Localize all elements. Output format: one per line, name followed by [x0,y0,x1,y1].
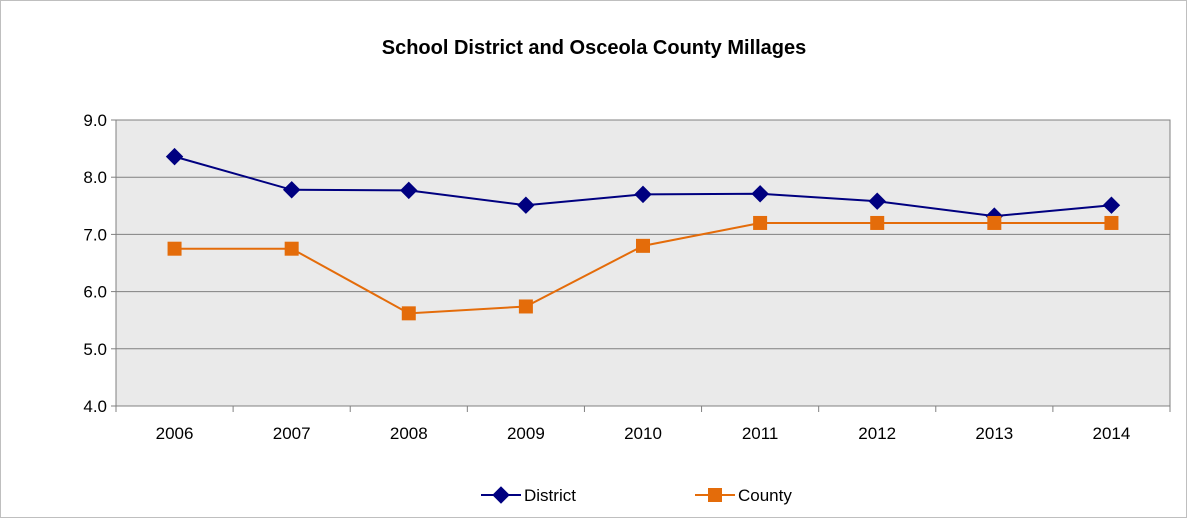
data-point-county [284,241,299,256]
chart-title: School District and Osceola County Milla… [382,37,807,59]
y-tick-label: 8.0 [83,168,107,187]
data-point-county [518,299,533,314]
x-tick-label: 2007 [273,424,311,443]
y-tick-label: 5.0 [83,340,107,359]
data-point-county [636,238,650,253]
x-tick-label: 2013 [975,424,1013,443]
grid-lines [116,176,1170,350]
legend-label: County [738,486,792,505]
y-tick-label: 6.0 [83,283,107,302]
legend-marker [708,488,722,502]
legend: District County [481,486,792,505]
legend-label: District [524,486,576,505]
data-point-district [1102,196,1121,214]
y-tick-label: 4.0 [83,397,107,416]
x-tick-label: 2006 [156,424,194,443]
data-point-district [282,181,301,199]
x-tick-label: 2014 [1093,424,1131,443]
data-point-county [167,241,182,256]
data-point-district [517,196,535,214]
plot-area [115,119,1171,407]
series-layer [165,147,1121,321]
x-tick-label: 2011 [742,424,779,443]
x-tick-label: 2012 [858,424,896,443]
data-point-county [870,215,885,230]
data-point-county [401,306,416,321]
y-tick-label: 7.0 [83,225,107,244]
data-point-district [634,185,652,204]
data-point-district [751,185,769,203]
series-county [167,215,1119,321]
data-point-county [1104,215,1119,230]
data-point-district [165,147,184,166]
legend-marker [492,486,510,504]
legend-item-district: District [481,486,576,505]
legend-item-county: County [695,486,792,505]
x-tick-label: 2008 [390,424,428,443]
data-point-county [987,215,1002,230]
x-tick-label: 2010 [624,424,662,443]
data-point-county [753,215,768,230]
data-point-district [868,192,886,210]
data-point-district [400,181,418,200]
x-tick-label: 2009 [507,424,545,443]
axes: 4.0 5.0 6.0 7.0 8.0 9.0 2006 2007 2008 2009 2010 20… [83,111,1171,443]
y-tick-label: 9.0 [83,111,107,130]
